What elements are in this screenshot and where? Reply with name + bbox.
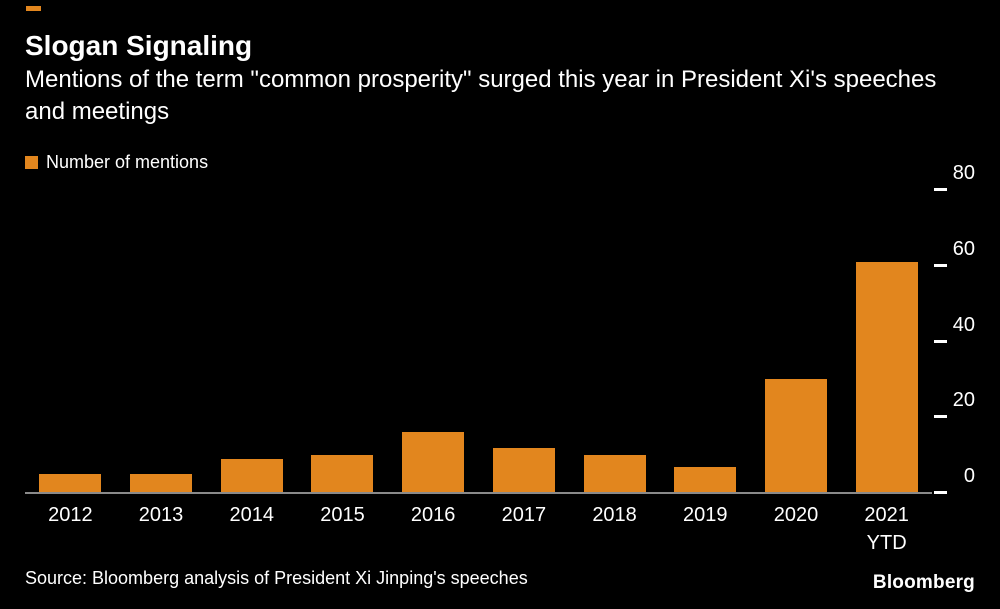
x-tick-label: 2016 <box>410 504 456 526</box>
y-tick-label: 20 <box>952 389 975 412</box>
bar <box>764 379 827 493</box>
y-axis: 0 20 40 60 80 <box>930 162 975 494</box>
x-tick-label: 2012 <box>48 504 93 526</box>
bar-slot <box>569 190 660 493</box>
legend-label: Number of mentions <box>46 152 209 172</box>
plot-area <box>25 190 932 493</box>
bar <box>492 447 555 493</box>
y-tick-mark <box>934 188 947 191</box>
x-tick-label: 2017 <box>501 504 547 526</box>
bar <box>311 455 374 493</box>
bar-slot <box>116 190 207 493</box>
bar <box>674 466 737 493</box>
bloomberg-logo: Bloomberg <box>872 572 975 593</box>
bar-slot <box>206 190 297 493</box>
x-axis-labels: 2012 2013 2014 2015 2016 2017 2018 2019 2020 2021… <box>25 501 932 557</box>
bar <box>402 432 465 493</box>
bar-slot <box>297 190 388 493</box>
bar <box>39 474 102 493</box>
bar-slot <box>660 190 751 493</box>
legend-swatch-icon <box>25 156 38 169</box>
bar <box>583 455 646 493</box>
x-axis-line <box>25 492 932 494</box>
x-tick-label: 2014 <box>229 504 275 526</box>
bar-slot <box>25 190 116 493</box>
legend: Number of mentions <box>25 152 208 173</box>
y-tick-mark <box>934 263 947 267</box>
bar-slot <box>751 190 842 493</box>
x-tick-label: 2019 <box>683 504 728 526</box>
x-tick-label: 2013 <box>138 504 184 526</box>
y-tick-label: 0 <box>963 465 975 487</box>
bar <box>220 458 283 493</box>
y-tick-label: 40 <box>952 313 975 336</box>
bar-slot <box>841 190 932 493</box>
bar <box>130 474 193 493</box>
bar <box>855 261 918 493</box>
bar-slot <box>479 190 570 493</box>
x-tick-label: 2021 YTD <box>864 504 909 554</box>
accent-mark <box>26 6 41 11</box>
source-note: Source: Bloomberg analysis of President … <box>25 568 528 588</box>
x-tick-label: 2018 <box>592 504 637 526</box>
bar-slot <box>388 190 479 493</box>
y-tick-mark <box>934 415 947 419</box>
y-tick-mark <box>934 339 947 343</box>
x-tick-label: 2015 <box>320 504 365 526</box>
y-tick-label: 80 <box>952 162 975 184</box>
y-tick-label: 60 <box>952 237 975 260</box>
x-tick-label: 2020 <box>773 504 819 526</box>
chart-subtitle: Mentions of the term "common prosperity"… <box>25 66 937 125</box>
chart-title: Slogan Signaling <box>25 30 253 61</box>
y-tick-mark <box>934 491 947 494</box>
